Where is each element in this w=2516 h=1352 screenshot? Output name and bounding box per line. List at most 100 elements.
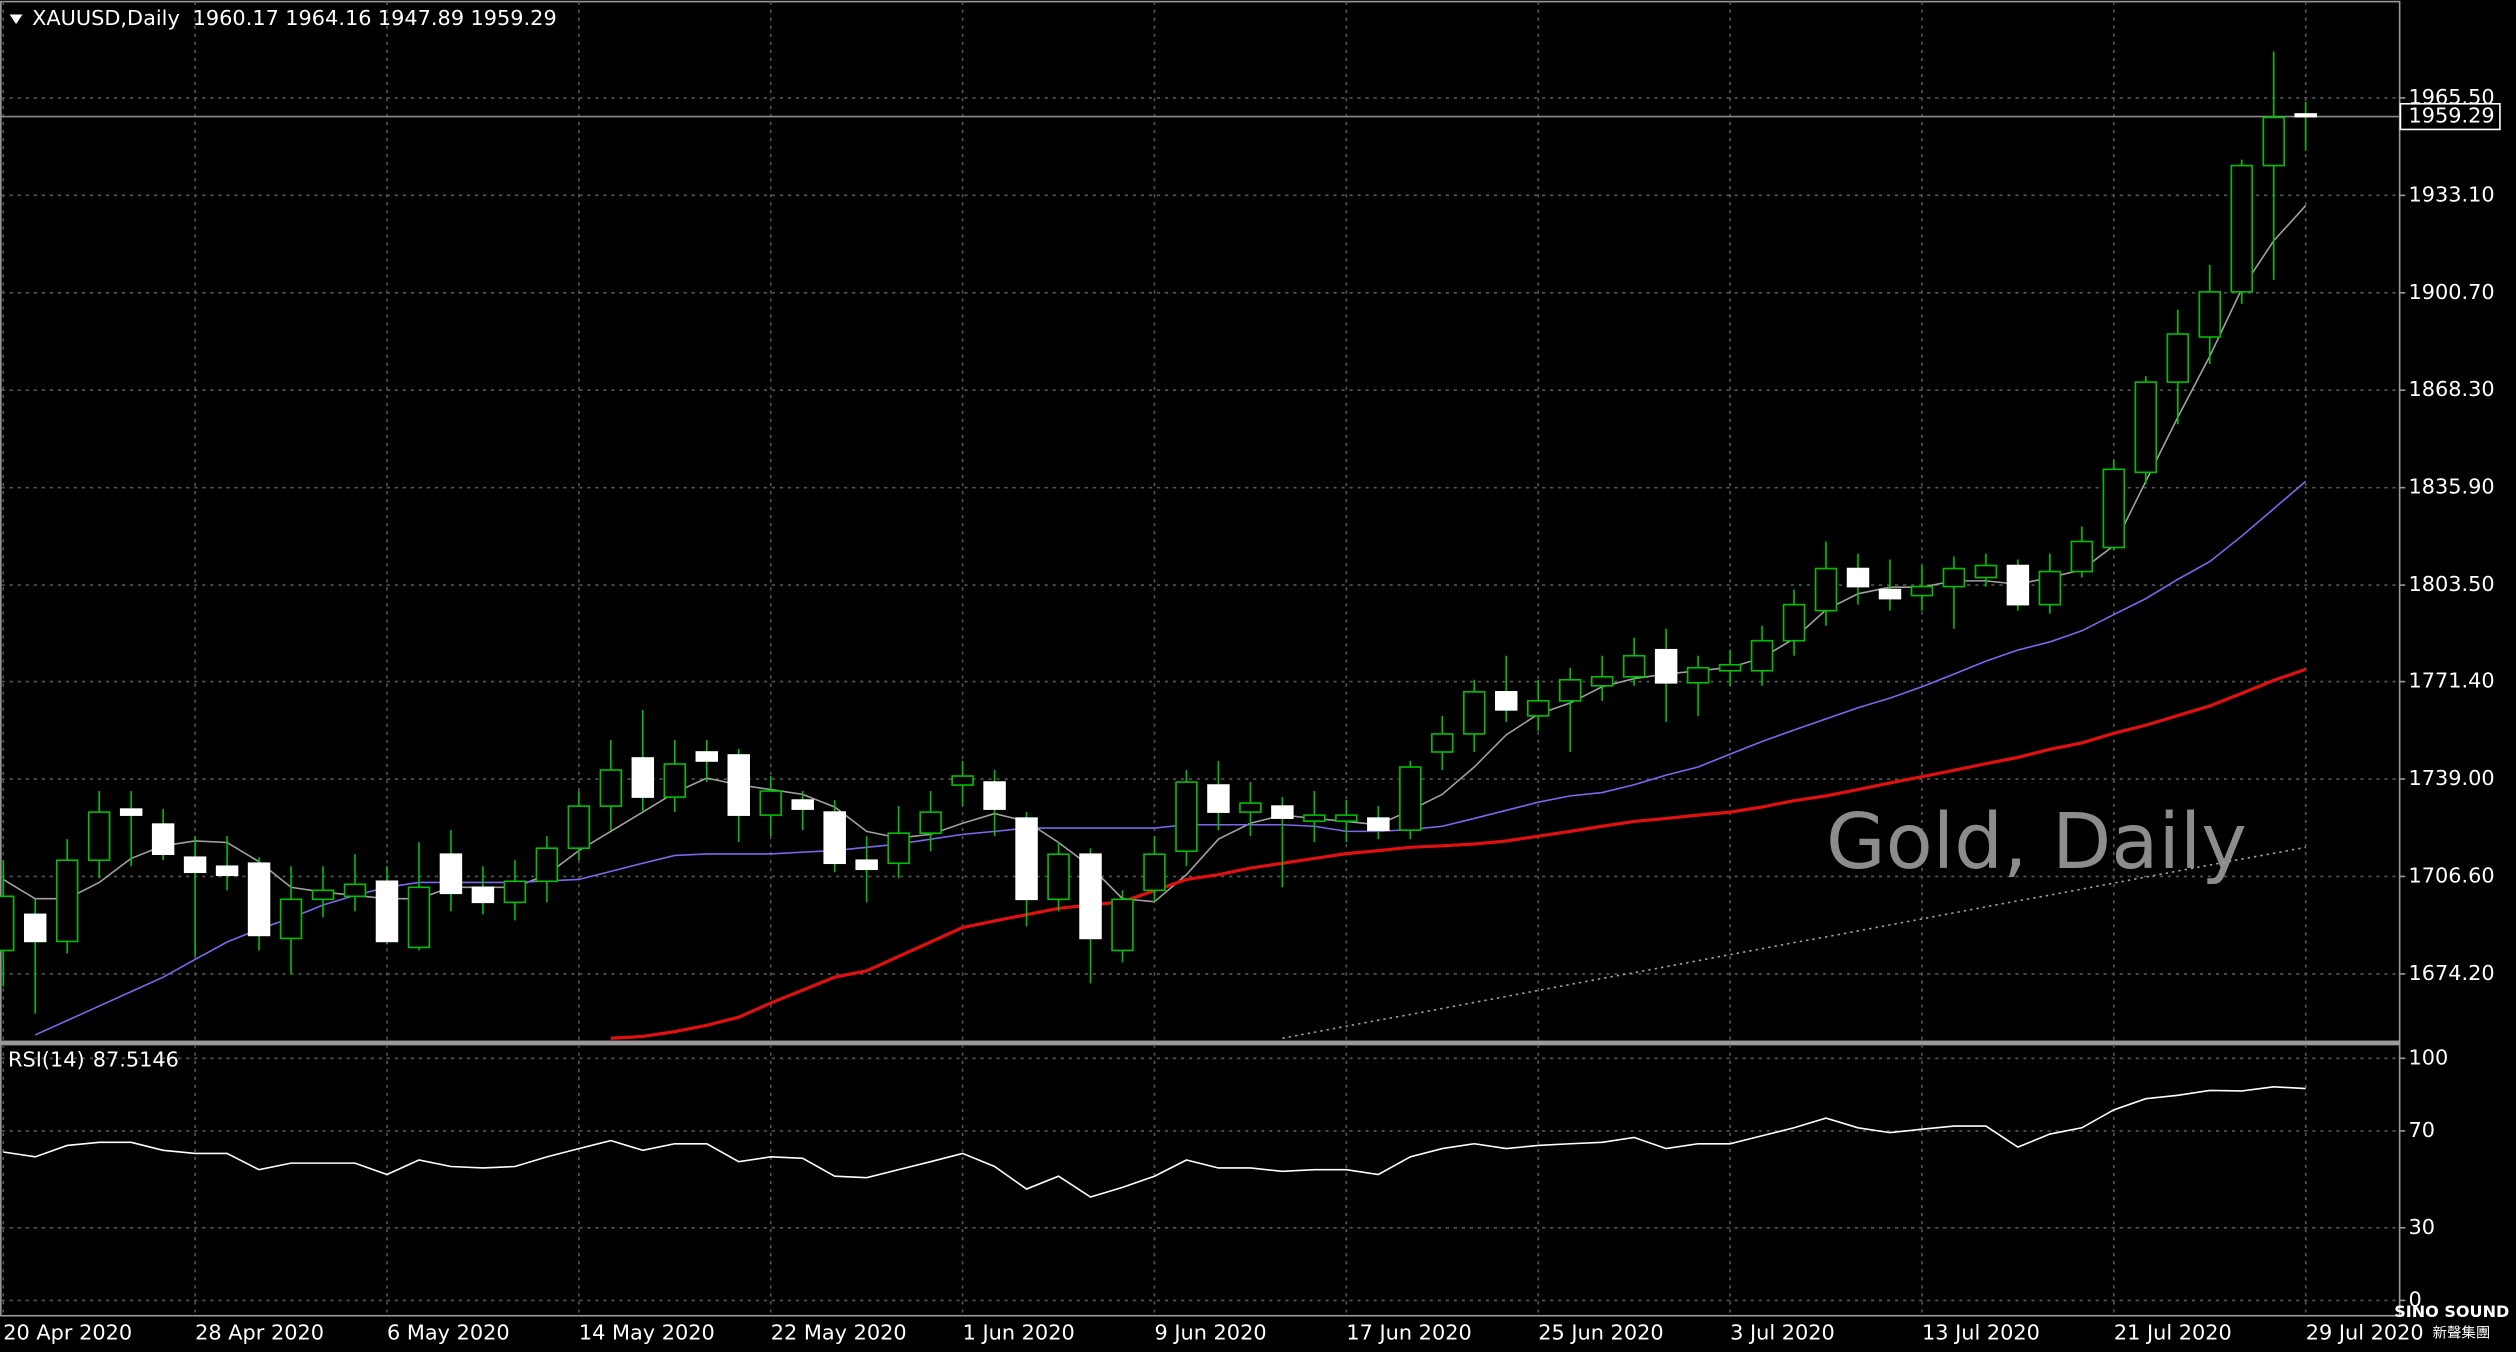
x-tick-label: 17 Jun 2020 (1346, 1320, 1471, 1344)
y-tick-label: 1674.20 (2408, 961, 2494, 985)
candle-body (2230, 164, 2253, 293)
candle-body (2262, 116, 2285, 167)
candle-body (727, 754, 750, 816)
ma-line (3, 1086, 2306, 1198)
ma-line (34, 480, 2307, 1036)
rsi-header: RSI(14) 87.5146 (8, 1048, 179, 1072)
candle-body (567, 805, 591, 850)
candle-body (2294, 113, 2317, 118)
logo-subtitle: 新聲集團 (2433, 1324, 2491, 1341)
rsi-title: RSI(14) (8, 1048, 85, 1072)
candle-body (1431, 733, 1454, 753)
candle-body (791, 799, 814, 810)
candle-body (1558, 679, 1582, 702)
candle-body (951, 775, 974, 786)
candle-body (1750, 639, 1774, 672)
y-tick-label: 1771.40 (2408, 669, 2494, 693)
candle-body (23, 913, 47, 943)
candle-body (1079, 853, 1102, 940)
x-tick-label: 22 May 2020 (771, 1320, 907, 1344)
candle-body (1015, 817, 1038, 901)
header-low: 1947.89 (378, 6, 464, 30)
header-high: 1964.16 (285, 6, 371, 30)
candle-body (1399, 766, 1422, 831)
candle-body (1367, 817, 1390, 831)
candle-body (1303, 814, 1326, 822)
candle-body (1686, 666, 1710, 684)
candle-body (407, 886, 431, 949)
candle-body (439, 853, 463, 895)
candle-body (535, 847, 559, 883)
candle-body (87, 811, 111, 862)
x-tick-label: 21 Jul 2020 (2114, 1320, 2232, 1344)
candle-body (1814, 567, 1838, 612)
y-tick-label: 1739.00 (2408, 766, 2494, 790)
candle-body (471, 886, 495, 904)
symbol: XAUUSD,Daily (32, 6, 180, 30)
x-tick-label: 20 Apr 2020 (3, 1320, 132, 1344)
chart-header: XAUUSD,Daily 1960.17 1964.16 1947.89 1959.29 (32, 6, 557, 30)
y-tick-label: 1835.90 (2408, 475, 2494, 499)
x-tick-label: 1 Jun 2020 (963, 1320, 1075, 1344)
x-tick-label: 14 May 2020 (579, 1320, 715, 1344)
logo-name: SINO SOUND (2394, 1302, 2509, 1321)
candle-body (1526, 700, 1550, 717)
candle-body (279, 898, 303, 940)
candle-body (2038, 570, 2062, 606)
candle-body (1335, 814, 1358, 822)
x-tick-label: 25 Jun 2020 (1538, 1320, 1663, 1344)
candle-body (151, 823, 175, 856)
candle-body (1622, 654, 1646, 678)
candle-body (247, 862, 271, 937)
candle-body (55, 859, 79, 943)
current-price-label: 1959.29 (2408, 104, 2494, 128)
x-tick-label: 28 Apr 2020 (195, 1320, 324, 1344)
y-tick-label: 0 (2408, 1287, 2421, 1311)
candle-body (855, 859, 878, 871)
ma-line (610, 667, 2307, 1040)
candle-body (1590, 675, 1614, 687)
candle-body (375, 880, 399, 943)
candle-body (823, 811, 846, 865)
rsi-value: 87.5146 (93, 1048, 179, 1072)
x-tick-label: 6 May 2020 (387, 1320, 510, 1344)
candle-body (311, 889, 335, 901)
candle-body (119, 808, 143, 816)
candle-body (1271, 805, 1294, 819)
y-tick-label: 1900.70 (2408, 280, 2494, 304)
candle-body (1047, 853, 1070, 901)
candle-body (887, 832, 910, 865)
header-open: 1960.17 (193, 6, 279, 30)
candle-body (343, 883, 367, 898)
candle-body (1239, 802, 1262, 813)
candle-body (0, 895, 15, 952)
candle-body (1782, 603, 1806, 642)
candle-body (631, 757, 655, 798)
candle-body (2166, 333, 2190, 383)
y-tick-label: 70 (2408, 1118, 2435, 1142)
ma-line (1282, 846, 2306, 1040)
x-tick-label: 3 Jul 2020 (1730, 1320, 1835, 1344)
candle-body (183, 856, 207, 874)
y-tick-label: 100 (2408, 1045, 2448, 1069)
candle-body (983, 781, 1006, 810)
candle-body (1463, 691, 1486, 735)
current-price-box (2399, 102, 2501, 131)
candle-body (1495, 691, 1518, 711)
candle-body (663, 763, 687, 798)
candle-body (1910, 585, 1934, 597)
watermark: Gold, Daily (1826, 798, 2247, 887)
y-tick-label: 1933.10 (2408, 182, 2494, 206)
menu-triangle[interactable] (9, 14, 23, 25)
y-tick-label: 30 (2408, 1215, 2435, 1239)
candle-body (2102, 468, 2126, 549)
y-tick-label: 1803.50 (2408, 572, 2494, 596)
candle-body (1974, 564, 1998, 579)
candle-body (919, 811, 942, 834)
y-tick-label: 1868.30 (2408, 377, 2494, 401)
candle-body (1878, 588, 1902, 600)
candle-body (1846, 567, 1870, 588)
